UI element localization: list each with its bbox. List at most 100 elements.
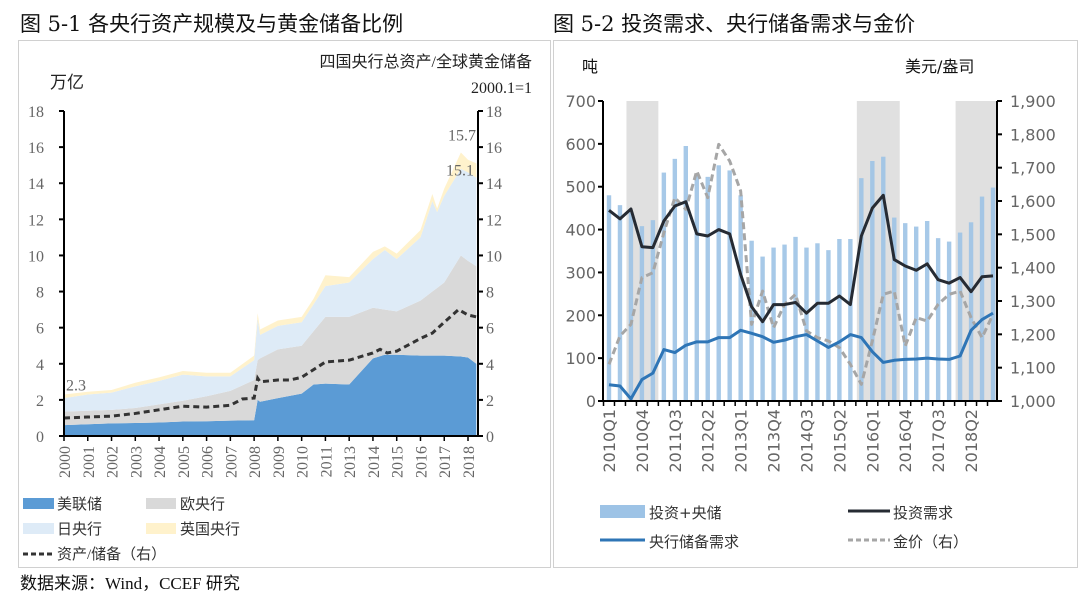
- legend-swatch-ecb: [146, 498, 176, 509]
- bar: [782, 244, 787, 401]
- bar: [914, 226, 919, 401]
- y-tick-label-right: 1,300: [1010, 292, 1056, 311]
- legend-label-ecb: 欧央行: [180, 496, 225, 513]
- bar: [892, 217, 897, 401]
- legend-swatch-total: [600, 505, 645, 518]
- bar: [705, 176, 710, 401]
- bar: [760, 256, 765, 401]
- legend-label-boj: 日央行: [57, 521, 102, 538]
- y-tick-label-left: 16: [28, 140, 44, 157]
- legend-label-total: 投资+央储: [649, 504, 722, 522]
- y-tick-label-left: 10: [28, 248, 44, 265]
- y-tick-label-left: 14: [28, 176, 44, 193]
- legend-swatch-fed: [23, 498, 54, 509]
- x-tick-label: 2018: [461, 446, 478, 478]
- chart1-y2label-sub: 2000.1=1: [471, 80, 532, 97]
- y-tick-label-left: 18: [28, 104, 44, 121]
- y-tick-label-right: 1,500: [1010, 225, 1056, 244]
- y-tick-label-right: 1,100: [1010, 359, 1056, 378]
- y-tick-label-left: 4: [36, 357, 44, 374]
- x-tick-label: 2014Q3: [797, 409, 816, 473]
- bar: [628, 212, 634, 401]
- y-tick-label-left: 500: [565, 178, 596, 197]
- y-tick-label-right: 1,400: [1010, 259, 1056, 278]
- chart2-panel: [553, 40, 1078, 568]
- legend-swatch-boj: [23, 523, 54, 534]
- chart2-ylabel: 吨: [582, 57, 598, 76]
- x-tick-label: 2010Q1: [600, 409, 619, 473]
- x-tick-label: 2000: [57, 446, 74, 478]
- bar: [924, 221, 930, 401]
- x-tick-label: 2016Q1: [863, 409, 882, 473]
- legend-label-ratio: 资产/储备（右）: [57, 546, 166, 563]
- chart2: 吨 美元/盎司 0 100 200 300 400 500 600 700 1,000 1,100…: [565, 57, 1055, 473]
- chart1-panel: [18, 40, 551, 568]
- y-tick-label-left: 2: [36, 393, 44, 410]
- bar: [935, 238, 941, 401]
- y-tick-label-left: 300: [565, 263, 596, 282]
- bar: [617, 205, 623, 401]
- chart1-ylabel: 万亿: [50, 73, 84, 92]
- y-tick-label-left: 6: [36, 321, 44, 338]
- y-tick-label-left: 0: [586, 392, 596, 411]
- x-tick-label: 2013: [342, 446, 359, 478]
- x-tick-label: 2010: [295, 446, 312, 478]
- chart1-title: 图 5-1 各央行资产规模及与黄金储备比例: [20, 12, 403, 36]
- y-tick-label-right: 6: [486, 321, 494, 338]
- x-tick-label: 2011Q3: [666, 409, 685, 473]
- bar: [661, 172, 667, 401]
- y-tick-label-right: 10: [486, 248, 502, 265]
- area-series-1: [64, 255, 477, 426]
- bar: [793, 236, 798, 401]
- y-tick-label-left: 100: [565, 349, 596, 368]
- legend-label-gold: 金价（右）: [893, 533, 968, 551]
- x-tick-label: 2010Q4: [633, 409, 652, 473]
- bar: [738, 195, 743, 401]
- bar: [968, 222, 974, 401]
- legend-label-boe: 英国央行: [180, 520, 240, 538]
- y-tick-label-right: 1,000: [1010, 392, 1056, 411]
- bar: [837, 239, 842, 401]
- bar: [870, 161, 875, 401]
- y-tick-label-left: 400: [565, 221, 596, 240]
- x-tick-label: 2001: [81, 446, 98, 478]
- y-tick-label-left: 600: [565, 135, 596, 154]
- y-tick-label-right: 18: [486, 104, 502, 121]
- source-note: 数据来源：Wind，CCEF 研究: [20, 574, 240, 593]
- y-tick-label-left: 8: [36, 285, 44, 302]
- bar: [957, 232, 963, 401]
- bar: [727, 170, 732, 401]
- y-tick-label-right: 4: [486, 357, 494, 374]
- x-tick-label: 2004: [152, 446, 169, 478]
- y-tick-label-right: 14: [486, 176, 502, 193]
- x-tick-label: 2003: [128, 446, 145, 478]
- x-tick-label: 2011: [318, 446, 335, 477]
- bar: [650, 220, 656, 401]
- x-tick-label: 2008: [247, 446, 264, 478]
- chart2-legend: 投资+央储 投资需求 央行储备需求 金价（右）: [600, 504, 968, 551]
- legend-label-fed: 美联储: [57, 496, 102, 513]
- chart2-title: 图 5-2 投资需求、央行储备需求与金价: [553, 12, 915, 36]
- chart1: 万亿 四国央行总资产/全球黄金储备 2000.1=1 0 0 2 2 4 4 6 6 8 8 10 1…: [28, 53, 532, 478]
- y-tick-label-right: 1,700: [1010, 159, 1056, 178]
- x-tick-label: 2017: [437, 446, 454, 478]
- x-tick-label: 2013Q1: [732, 409, 751, 473]
- bar: [639, 226, 645, 401]
- x-tick-label: 2005: [176, 446, 193, 478]
- bar: [606, 195, 612, 401]
- legend-label-investment: 投资需求: [893, 504, 953, 522]
- bar: [848, 239, 853, 401]
- data-label: 15.1: [446, 162, 474, 179]
- bar: [979, 196, 985, 401]
- line-series-3: [607, 142, 995, 386]
- bar: [859, 178, 864, 401]
- y-tick-label-right: 8: [486, 285, 494, 302]
- y-tick-label-right: 1,900: [1010, 92, 1056, 111]
- y-tick-label-right: 1,200: [1010, 325, 1056, 344]
- y-tick-label-right: 16: [486, 140, 502, 157]
- bar: [881, 156, 886, 401]
- y-tick-label-left: 200: [565, 306, 596, 325]
- bar: [804, 247, 809, 401]
- bar: [694, 173, 699, 401]
